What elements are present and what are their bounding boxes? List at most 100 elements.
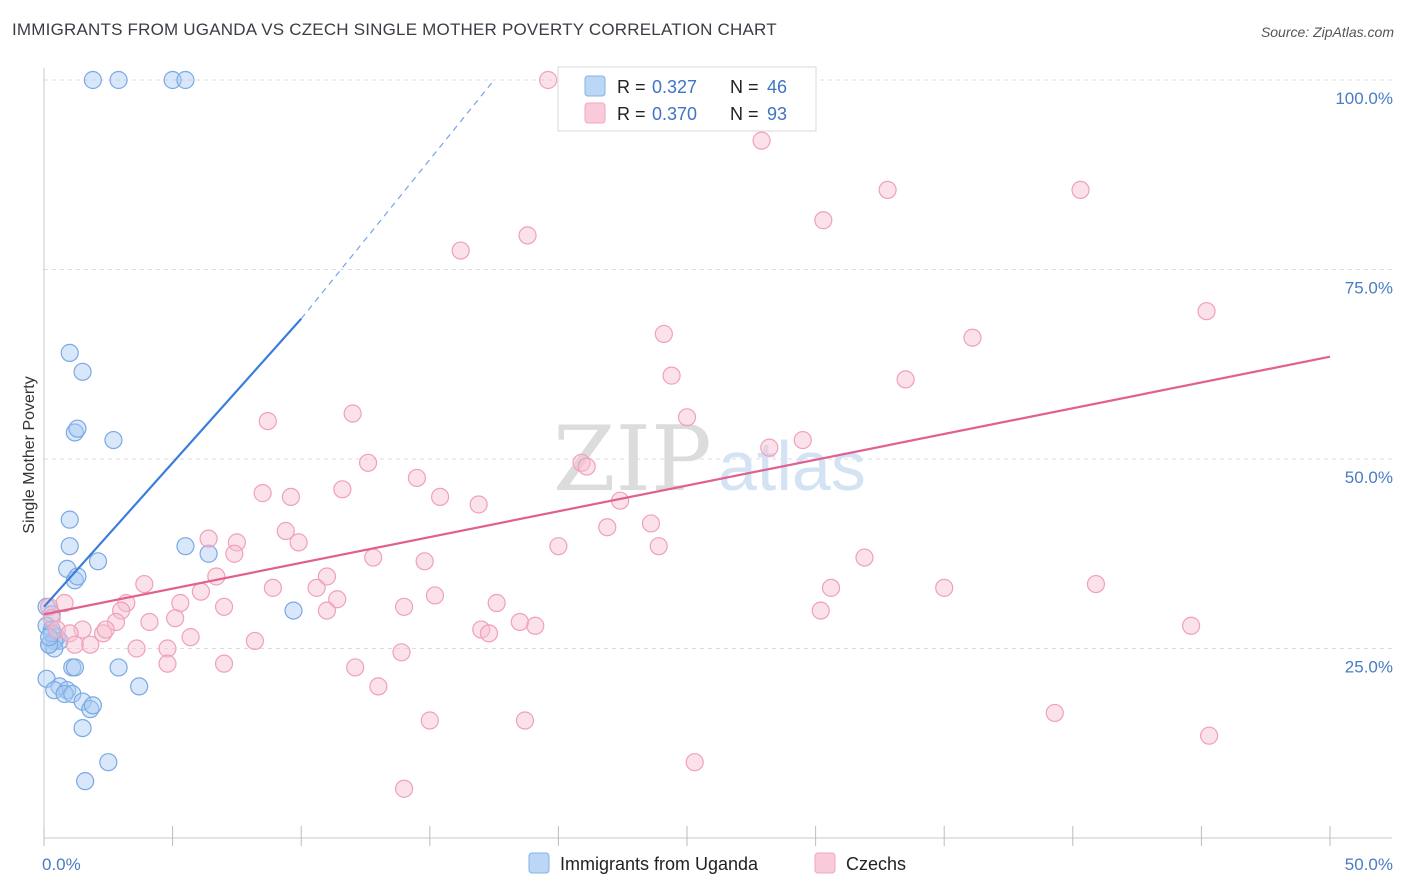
trend-lines [43, 79, 1331, 616]
uganda-point-10 [60, 537, 79, 556]
czech-point-85 [369, 677, 388, 696]
legend-r-value-1: 0.327 [652, 77, 697, 97]
czech-point-4 [878, 180, 897, 200]
czech-point-54 [425, 586, 445, 605]
czech-point-79 [127, 639, 146, 658]
uganda-point-5 [73, 362, 92, 381]
czech-point-67 [140, 612, 159, 632]
legend-r-label-2: R = [617, 104, 646, 124]
czech-point-48 [935, 578, 954, 597]
uganda-point-1 [109, 70, 128, 90]
uganda-point-40 [73, 718, 92, 738]
czech-point-29 [641, 514, 661, 533]
czech-point-76 [96, 620, 115, 639]
uganda-point-3 [176, 70, 195, 90]
czech-point-42 [317, 567, 337, 586]
czech-point-74 [65, 635, 84, 654]
czech-point-70 [479, 624, 499, 643]
czech-trend-line [43, 355, 1331, 616]
czech-point-19 [358, 453, 378, 472]
x-tick-labels: 0.0% 50.0% [42, 855, 1393, 874]
legend-r-label-1: R = [617, 77, 646, 97]
czech-point-32 [199, 529, 218, 548]
uganda-point-32 [63, 684, 82, 704]
bottom-legend-label-uganda: Immigrants from Uganda [560, 854, 759, 874]
czech-point-57 [317, 601, 337, 620]
czech-point-90 [1200, 726, 1219, 745]
czech-point-80 [158, 639, 177, 658]
legend-r-value-2: 0.370 [652, 104, 697, 124]
czech-point-5 [1071, 180, 1090, 200]
x-tick-label-0: 0.0% [42, 855, 81, 874]
czech-point-27 [469, 495, 488, 514]
czech-point-0 [539, 70, 558, 90]
uganda-point-0 [83, 70, 102, 90]
uganda-point-30 [45, 681, 64, 700]
czech-point-13 [896, 370, 915, 389]
y-tick-labels: 25.0% 50.0% 75.0% 100.0% [1335, 89, 1393, 677]
chart-title: IMMIGRANTS FROM UGANDA VS CZECH SINGLE M… [12, 20, 777, 39]
czech-point-61 [40, 597, 59, 616]
czech-point-60 [55, 593, 74, 613]
uganda-trend-line [43, 318, 303, 608]
bottom-legend-swatch-czechs [814, 852, 836, 874]
uganda-point-36 [130, 677, 149, 696]
czech-point-18 [793, 430, 812, 450]
czech-point-21 [577, 457, 596, 476]
uganda-point-41 [99, 753, 118, 772]
czech-point-44 [263, 578, 283, 597]
uganda-point-35 [109, 658, 128, 677]
czech-point-71 [526, 616, 545, 635]
czech-point-52 [328, 590, 347, 609]
czech-point-56 [811, 601, 830, 620]
czech-point-41 [207, 567, 226, 586]
czech-point-49 [191, 582, 210, 601]
watermark: ZIP atlas [553, 407, 866, 512]
czech-point-53 [394, 597, 414, 616]
y-tick-label-0: 25.0% [1345, 658, 1393, 677]
data-points [37, 70, 1219, 798]
czech-point-55 [487, 593, 506, 613]
y-axis-label: Single Mother Poverty [21, 376, 38, 533]
x-tick-label-1: 50.0% [1345, 855, 1393, 874]
uganda-point-31 [55, 684, 74, 704]
watermark-atlas: atlas [718, 427, 866, 505]
czech-point-43 [135, 574, 154, 594]
czech-point-11 [963, 328, 982, 347]
uganda-point-34 [65, 658, 84, 677]
grid-lines [44, 79, 1392, 649]
czech-point-30 [598, 518, 617, 537]
correlation-legend: R = 0.327 N = 46 R = 0.370 N = 93 [557, 66, 817, 132]
uganda-point-15 [176, 537, 195, 556]
czech-point-15 [258, 412, 277, 431]
czech-point-73 [60, 624, 79, 643]
uganda-point-16 [199, 544, 218, 563]
czech-point-35 [549, 537, 568, 556]
uganda-point-42 [76, 772, 95, 791]
bottom-legend-swatch-uganda [528, 852, 550, 874]
czech-point-78 [245, 631, 265, 651]
czech-point-88 [515, 711, 535, 730]
legend-n-label-1: N = [730, 77, 759, 97]
bottom-legend-label-czechs: Czechs [846, 854, 906, 874]
czech-point-59 [112, 601, 131, 620]
uganda-point-8 [104, 430, 123, 450]
legend-n-label-2: N = [730, 104, 759, 124]
czech-point-81 [392, 643, 411, 662]
czech-point-23 [333, 480, 352, 499]
czech-point-38 [649, 537, 668, 556]
uganda-point-37 [73, 692, 92, 711]
uganda-point-17 [284, 601, 303, 620]
czech-point-34 [289, 533, 308, 552]
czech-point-31 [276, 521, 295, 541]
czech-point-51 [214, 597, 234, 616]
source-label: Source: ZipAtlas.com [1260, 24, 1394, 40]
czech-point-68 [166, 609, 185, 628]
czech-point-33 [227, 533, 246, 552]
czech-point-46 [1086, 574, 1106, 594]
uganda-point-45 [40, 628, 59, 647]
czech-point-37 [364, 548, 383, 567]
y-tick-label-1: 50.0% [1345, 468, 1393, 487]
czech-point-84 [346, 658, 365, 677]
